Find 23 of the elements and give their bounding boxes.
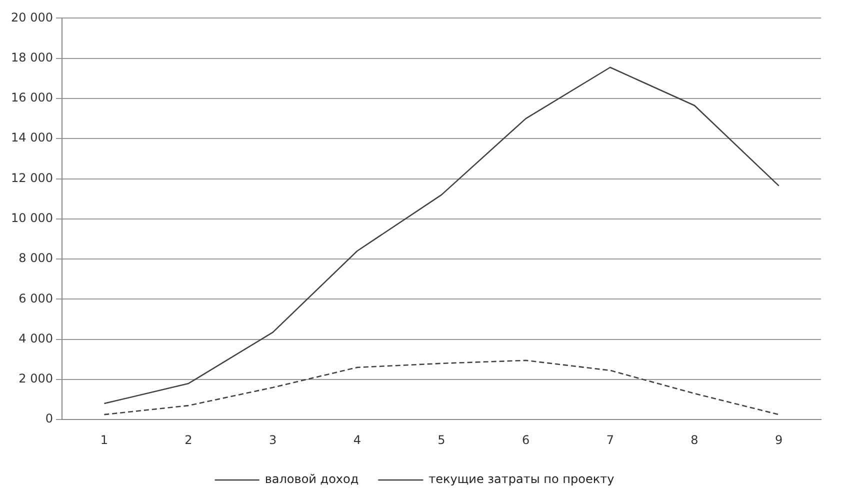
legend-label: текущие затраты по проекту: [428, 472, 614, 486]
y-tick-label: 0: [45, 412, 53, 426]
x-tick-label: 9: [775, 432, 783, 447]
y-tick-label: 18 000: [10, 50, 53, 64]
legend-label: валовой доход: [264, 472, 359, 486]
y-tick-label: 14 000: [10, 130, 53, 145]
x-tick-label: 7: [606, 432, 614, 447]
line-series: [104, 360, 780, 416]
y-tick-label: 6 000: [18, 291, 53, 306]
x-tick-label: 8: [690, 432, 698, 447]
y-tick-label: 8 000: [18, 251, 53, 266]
x-tick-label: 1: [100, 432, 108, 447]
y-tick-label: 16 000: [10, 90, 53, 105]
x-tick-label: 5: [438, 432, 446, 447]
x-tick-label: 2: [184, 432, 192, 447]
x-tick-label: 4: [353, 432, 361, 447]
x-tick-label: 6: [522, 432, 530, 447]
x-tick-label: 3: [269, 432, 277, 447]
y-tick-label: 12 000: [10, 170, 53, 185]
y-tick-label: 2 000: [18, 372, 53, 386]
y-tick-label: 20 000: [10, 10, 53, 24]
y-tick-label: 4 000: [18, 331, 53, 346]
y-tick-label: 10 000: [10, 211, 53, 226]
